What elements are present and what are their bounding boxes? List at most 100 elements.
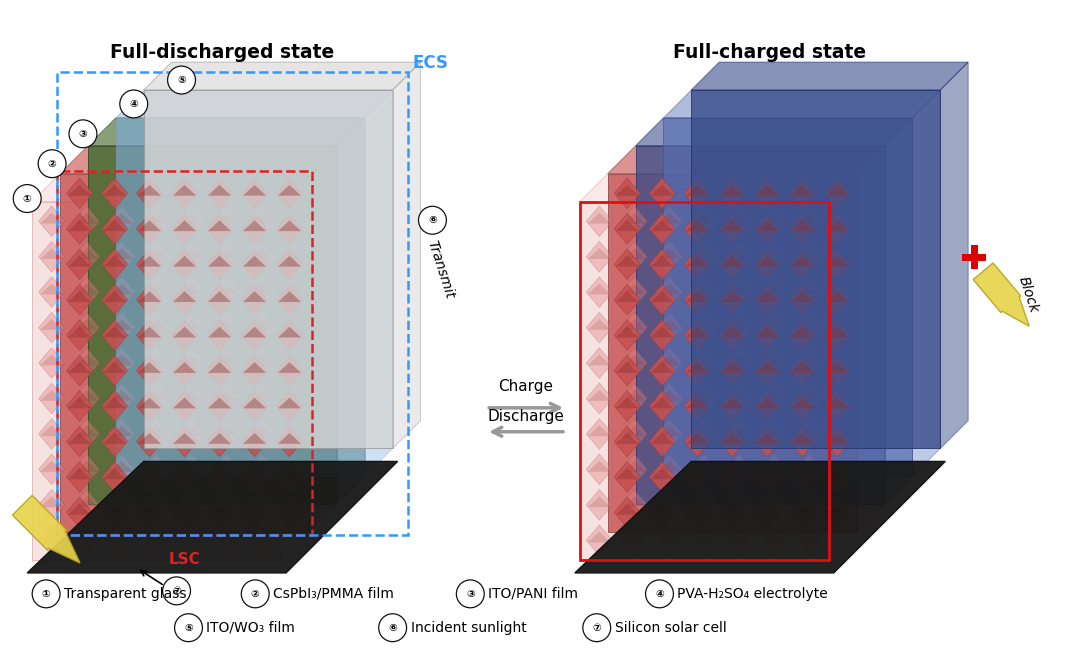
Polygon shape — [110, 532, 133, 542]
Polygon shape — [206, 320, 232, 350]
Polygon shape — [243, 291, 266, 302]
Polygon shape — [103, 504, 126, 515]
Polygon shape — [649, 355, 675, 386]
Text: Transmit: Transmit — [424, 238, 457, 300]
Circle shape — [175, 614, 202, 642]
Polygon shape — [796, 242, 822, 272]
Polygon shape — [616, 362, 638, 373]
Polygon shape — [615, 214, 640, 244]
Polygon shape — [754, 426, 780, 457]
Polygon shape — [110, 248, 133, 259]
Polygon shape — [615, 462, 640, 492]
Polygon shape — [208, 220, 231, 231]
Polygon shape — [214, 242, 240, 272]
Polygon shape — [825, 291, 849, 302]
Polygon shape — [145, 319, 168, 330]
Polygon shape — [798, 213, 821, 223]
Polygon shape — [251, 496, 273, 507]
Polygon shape — [754, 284, 780, 315]
Polygon shape — [621, 242, 647, 272]
Bar — [57, 72, 407, 535]
Polygon shape — [248, 525, 274, 556]
Polygon shape — [791, 185, 813, 196]
Polygon shape — [12, 495, 80, 563]
Polygon shape — [208, 398, 231, 408]
Polygon shape — [206, 462, 232, 492]
Polygon shape — [87, 146, 337, 505]
Polygon shape — [692, 532, 716, 542]
Polygon shape — [40, 461, 64, 472]
Polygon shape — [67, 497, 93, 528]
Polygon shape — [756, 362, 779, 373]
Polygon shape — [650, 362, 674, 373]
Polygon shape — [586, 454, 612, 485]
Polygon shape — [726, 242, 753, 272]
Polygon shape — [76, 213, 98, 223]
Polygon shape — [278, 327, 301, 337]
Polygon shape — [824, 391, 850, 421]
Polygon shape — [754, 355, 780, 386]
Polygon shape — [243, 256, 266, 266]
Polygon shape — [649, 426, 675, 457]
Polygon shape — [138, 291, 161, 302]
Polygon shape — [278, 220, 301, 231]
Polygon shape — [278, 504, 301, 515]
Polygon shape — [136, 462, 163, 492]
Polygon shape — [178, 419, 205, 449]
Polygon shape — [756, 504, 779, 515]
Polygon shape — [692, 213, 716, 223]
Polygon shape — [144, 312, 170, 343]
Polygon shape — [761, 242, 787, 272]
Polygon shape — [728, 390, 751, 401]
Polygon shape — [136, 178, 163, 209]
Polygon shape — [762, 426, 786, 436]
Polygon shape — [242, 284, 268, 315]
Polygon shape — [172, 284, 198, 315]
Polygon shape — [103, 433, 126, 444]
Polygon shape — [636, 118, 913, 146]
Polygon shape — [278, 291, 301, 302]
Polygon shape — [798, 496, 821, 507]
Polygon shape — [761, 312, 787, 343]
Polygon shape — [215, 319, 239, 330]
Polygon shape — [686, 398, 708, 408]
Polygon shape — [243, 327, 266, 337]
Polygon shape — [145, 213, 168, 223]
Polygon shape — [657, 454, 683, 485]
Text: ⑤: ⑤ — [184, 623, 193, 633]
Polygon shape — [248, 490, 274, 520]
Polygon shape — [215, 284, 239, 294]
Polygon shape — [251, 532, 273, 542]
Polygon shape — [719, 497, 745, 528]
Polygon shape — [684, 214, 711, 244]
Polygon shape — [243, 220, 266, 231]
Polygon shape — [172, 249, 198, 280]
Polygon shape — [754, 249, 780, 280]
Polygon shape — [728, 248, 751, 259]
Polygon shape — [180, 213, 203, 223]
Polygon shape — [686, 220, 708, 231]
Polygon shape — [40, 390, 64, 401]
Polygon shape — [720, 291, 744, 302]
Circle shape — [583, 614, 610, 642]
Polygon shape — [691, 419, 717, 449]
Polygon shape — [178, 277, 205, 307]
Polygon shape — [913, 90, 941, 477]
Polygon shape — [719, 462, 745, 492]
Polygon shape — [39, 454, 65, 485]
Polygon shape — [102, 391, 127, 421]
Polygon shape — [116, 90, 393, 118]
Polygon shape — [278, 256, 301, 266]
Polygon shape — [719, 320, 745, 350]
Polygon shape — [615, 320, 640, 350]
Polygon shape — [68, 327, 91, 337]
Polygon shape — [173, 327, 197, 337]
Polygon shape — [726, 348, 753, 378]
Polygon shape — [726, 525, 753, 556]
Polygon shape — [657, 525, 683, 556]
Polygon shape — [215, 248, 239, 259]
Polygon shape — [692, 426, 716, 436]
Polygon shape — [145, 426, 168, 436]
Polygon shape — [825, 398, 849, 408]
Text: ①: ① — [23, 193, 31, 204]
